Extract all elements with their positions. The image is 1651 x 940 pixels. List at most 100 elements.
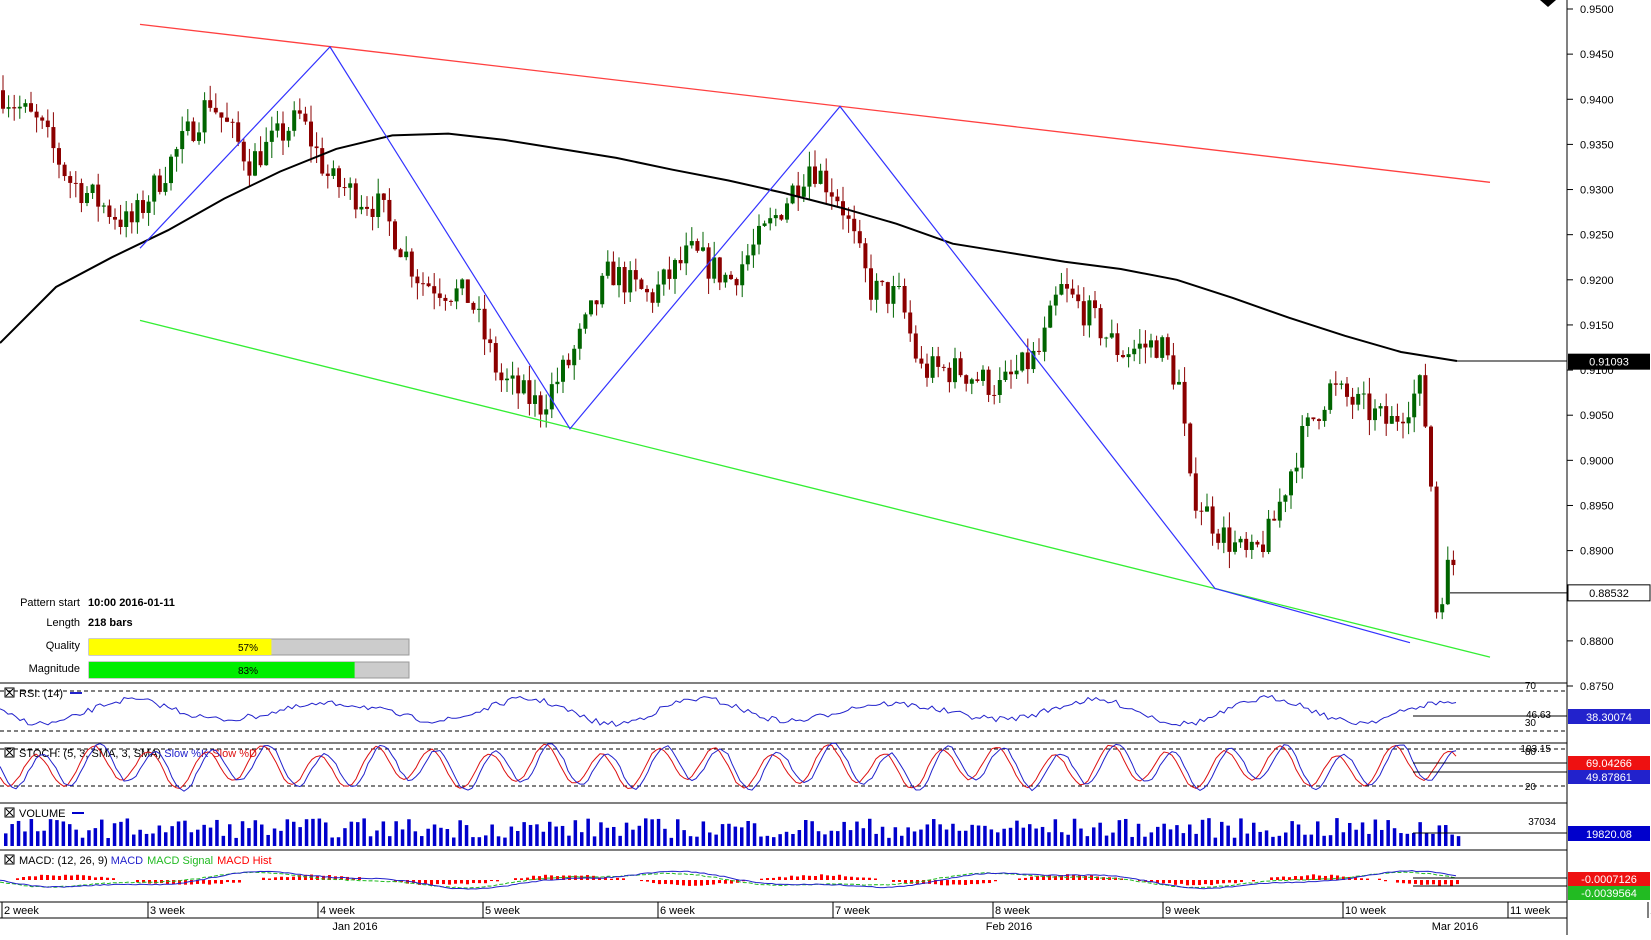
macd-hist-bar xyxy=(1024,877,1027,880)
candle-body xyxy=(141,200,145,213)
macd-hist-bar xyxy=(64,874,67,880)
rsi-level-30: 30 xyxy=(1525,718,1537,729)
volume-bar xyxy=(1348,822,1352,846)
volume-bar xyxy=(1232,837,1237,846)
candle-body xyxy=(1378,406,1383,409)
macd-close-icon[interactable] xyxy=(4,854,15,865)
macd-hist-bar xyxy=(814,876,817,880)
candle-body xyxy=(1199,510,1204,512)
stoch-close-icon[interactable] xyxy=(4,747,15,758)
candle-body xyxy=(818,170,823,184)
volume-bar xyxy=(688,836,693,846)
macd-hist-bar xyxy=(1096,876,1099,880)
volume-bar xyxy=(669,837,674,846)
macd-hist-bar xyxy=(862,877,865,880)
candle-body xyxy=(1014,370,1019,375)
candle-body xyxy=(202,100,207,133)
candle-body xyxy=(387,199,392,222)
magnitude-bar-fill xyxy=(89,662,355,678)
volume-bar xyxy=(848,830,853,846)
candle-body xyxy=(1249,541,1254,550)
candle-body xyxy=(1182,381,1187,424)
volume-close-icon[interactable] xyxy=(4,807,15,818)
candle-body xyxy=(768,218,773,224)
candle-body xyxy=(734,279,739,286)
candle-body xyxy=(611,261,616,286)
candle-body xyxy=(930,356,935,378)
candle-body xyxy=(1154,340,1159,358)
volume-bar xyxy=(1360,822,1365,846)
macd-hist-bar xyxy=(340,876,343,880)
stoch-scale-top: 103.15 xyxy=(1520,744,1551,755)
macd-hist-bar xyxy=(700,880,703,886)
volume-bar xyxy=(151,833,155,846)
candle-body xyxy=(1109,333,1114,338)
length-label: Length xyxy=(46,617,80,629)
macd-hist-bar xyxy=(760,878,763,880)
volume-bar xyxy=(1053,819,1058,846)
volume-bar xyxy=(1168,829,1173,846)
macd-hist-bar xyxy=(778,876,781,880)
quality-bar-fill xyxy=(89,639,272,655)
candle-body xyxy=(639,279,644,289)
volume-bar xyxy=(663,828,667,846)
macd-hist-bar xyxy=(1438,880,1441,886)
macd-hist-bar xyxy=(268,878,271,880)
macd-hist-bar xyxy=(1102,877,1105,880)
volume-bar xyxy=(247,828,251,846)
macd-hist-bar xyxy=(1210,880,1213,886)
macd-hist-bar xyxy=(844,876,847,880)
volume-bar xyxy=(1328,835,1333,846)
candle-body xyxy=(1025,352,1030,370)
week-label: 3 week xyxy=(150,905,185,917)
magnitude-value: 83% xyxy=(238,666,258,677)
volume-bar xyxy=(317,818,322,846)
rsi-line xyxy=(0,694,1457,727)
volume-bar xyxy=(189,832,194,846)
candle-body xyxy=(1339,383,1344,385)
volume-bar xyxy=(1271,836,1275,846)
candle-body xyxy=(1401,421,1405,424)
macd-hist-bar xyxy=(706,880,709,886)
volume-bar xyxy=(1136,823,1141,846)
ma-path xyxy=(0,132,1458,362)
candle-body xyxy=(880,280,885,283)
macd-hist-bar xyxy=(148,880,151,884)
candle-body xyxy=(376,193,381,217)
volume-bar xyxy=(797,830,802,846)
candle-body xyxy=(869,268,873,300)
macd-hist-bar xyxy=(322,875,325,880)
macd-hist-bar xyxy=(892,880,895,882)
macd-hist-bar xyxy=(934,880,937,885)
volume-bar xyxy=(618,835,622,846)
macd-hist-bar xyxy=(1228,880,1231,883)
volume-bar xyxy=(1367,833,1371,846)
volume-bar xyxy=(1098,822,1102,846)
volume-bar xyxy=(388,836,392,846)
macd-hist-bar xyxy=(730,880,733,884)
volume-bar xyxy=(1316,821,1320,846)
volume-label: VOLUME xyxy=(19,808,65,820)
macd-hist-bar xyxy=(526,877,529,880)
rsi-close-icon[interactable] xyxy=(4,687,15,698)
scroll-arrow-icon[interactable] xyxy=(1540,0,1556,7)
macd-hist-bar xyxy=(154,880,157,884)
macd-hist-bar xyxy=(1300,876,1303,880)
macd-hist-bar xyxy=(796,876,799,880)
candle-body xyxy=(1266,518,1271,552)
macd-panel: MACD: (12, 26, 9) MACD MACD Signal MACD Hi… xyxy=(0,849,1650,900)
candle-body xyxy=(633,270,638,280)
candle-body xyxy=(751,244,756,256)
macd-hist-bar xyxy=(898,880,901,882)
volume-bar xyxy=(420,836,424,846)
macd-hist-bar xyxy=(856,877,859,880)
volume-bar xyxy=(535,824,539,846)
macd-hist-bar xyxy=(466,880,469,885)
volume-bar xyxy=(919,829,923,846)
candle-body xyxy=(169,156,173,184)
stoch-k-line xyxy=(0,742,1457,792)
macd-hist-bar xyxy=(214,880,217,884)
macd-hist-bar xyxy=(676,880,679,885)
candle-body xyxy=(309,121,313,147)
stoch-level-20: 20 xyxy=(1525,782,1537,793)
